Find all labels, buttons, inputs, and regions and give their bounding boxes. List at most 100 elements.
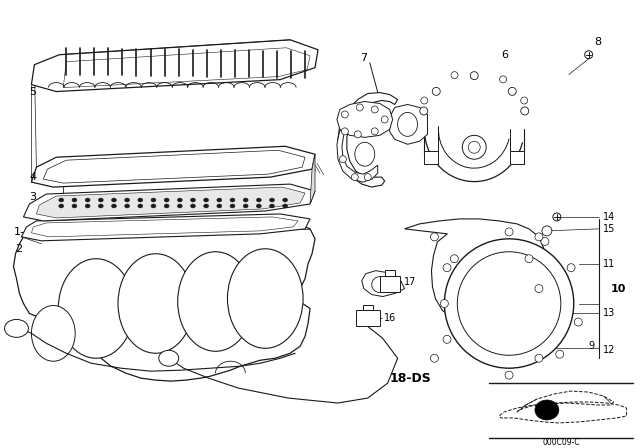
Text: 9: 9 xyxy=(589,341,595,351)
Ellipse shape xyxy=(541,237,549,246)
Ellipse shape xyxy=(521,107,529,115)
Ellipse shape xyxy=(500,76,507,83)
Ellipse shape xyxy=(431,354,438,362)
Text: 16: 16 xyxy=(384,314,396,323)
Polygon shape xyxy=(337,129,378,182)
Polygon shape xyxy=(385,270,395,276)
Ellipse shape xyxy=(508,87,516,95)
Text: 6: 6 xyxy=(501,50,508,60)
Ellipse shape xyxy=(72,204,77,208)
Polygon shape xyxy=(31,146,315,187)
Ellipse shape xyxy=(468,141,480,153)
Ellipse shape xyxy=(371,106,378,113)
Text: 10: 10 xyxy=(611,284,626,293)
Ellipse shape xyxy=(111,204,116,208)
Ellipse shape xyxy=(177,198,182,202)
Ellipse shape xyxy=(458,252,561,355)
Ellipse shape xyxy=(339,156,346,163)
Polygon shape xyxy=(363,305,372,310)
Text: 11: 11 xyxy=(603,258,615,269)
Polygon shape xyxy=(36,187,305,218)
Ellipse shape xyxy=(59,198,64,202)
Ellipse shape xyxy=(431,233,438,241)
Ellipse shape xyxy=(204,198,209,202)
Ellipse shape xyxy=(574,318,582,326)
Text: 5: 5 xyxy=(29,86,36,97)
Ellipse shape xyxy=(462,135,486,159)
Polygon shape xyxy=(356,310,380,327)
Ellipse shape xyxy=(230,204,235,208)
Ellipse shape xyxy=(164,198,169,202)
Polygon shape xyxy=(362,271,404,297)
Polygon shape xyxy=(337,102,393,138)
Ellipse shape xyxy=(177,204,182,208)
Ellipse shape xyxy=(138,204,143,208)
Ellipse shape xyxy=(269,204,275,208)
Ellipse shape xyxy=(542,226,552,236)
Polygon shape xyxy=(24,184,315,221)
Ellipse shape xyxy=(444,239,573,368)
Ellipse shape xyxy=(364,174,371,181)
Ellipse shape xyxy=(420,107,428,115)
Ellipse shape xyxy=(204,204,209,208)
Ellipse shape xyxy=(341,128,348,135)
Ellipse shape xyxy=(85,204,90,208)
Ellipse shape xyxy=(111,198,116,202)
Ellipse shape xyxy=(381,116,388,123)
Ellipse shape xyxy=(164,204,169,208)
Polygon shape xyxy=(22,214,310,241)
Ellipse shape xyxy=(283,204,287,208)
Ellipse shape xyxy=(341,111,348,118)
Ellipse shape xyxy=(125,204,130,208)
Text: 14: 14 xyxy=(603,212,615,222)
Ellipse shape xyxy=(230,198,235,202)
Ellipse shape xyxy=(85,198,90,202)
Ellipse shape xyxy=(505,371,513,379)
Ellipse shape xyxy=(470,72,478,80)
Text: 18-DS: 18-DS xyxy=(390,372,431,385)
Ellipse shape xyxy=(397,112,417,136)
Ellipse shape xyxy=(451,72,458,78)
Ellipse shape xyxy=(269,198,275,202)
Ellipse shape xyxy=(440,300,449,307)
Text: 4: 4 xyxy=(29,172,36,182)
Ellipse shape xyxy=(257,204,261,208)
Polygon shape xyxy=(13,223,315,381)
Text: 3: 3 xyxy=(29,192,36,202)
Ellipse shape xyxy=(159,350,179,366)
Ellipse shape xyxy=(540,310,548,318)
Ellipse shape xyxy=(585,51,593,59)
Ellipse shape xyxy=(125,198,130,202)
Ellipse shape xyxy=(59,204,64,208)
Ellipse shape xyxy=(355,142,375,166)
Ellipse shape xyxy=(118,254,194,353)
Ellipse shape xyxy=(178,252,253,351)
Ellipse shape xyxy=(443,336,451,343)
Ellipse shape xyxy=(356,104,364,111)
Ellipse shape xyxy=(535,400,559,420)
Polygon shape xyxy=(338,93,397,187)
Polygon shape xyxy=(31,40,318,91)
Ellipse shape xyxy=(553,213,561,221)
Ellipse shape xyxy=(243,198,248,202)
Ellipse shape xyxy=(31,306,76,361)
Ellipse shape xyxy=(372,277,388,293)
Ellipse shape xyxy=(151,204,156,208)
Ellipse shape xyxy=(525,255,533,263)
Text: 12: 12 xyxy=(603,345,615,355)
Ellipse shape xyxy=(243,204,248,208)
Ellipse shape xyxy=(505,228,513,236)
Ellipse shape xyxy=(432,87,440,95)
Ellipse shape xyxy=(283,198,287,202)
Text: 13: 13 xyxy=(603,309,615,319)
Polygon shape xyxy=(510,151,524,164)
Ellipse shape xyxy=(483,352,491,360)
Ellipse shape xyxy=(60,195,67,203)
Ellipse shape xyxy=(217,198,222,202)
Ellipse shape xyxy=(217,204,222,208)
Ellipse shape xyxy=(351,174,358,181)
Ellipse shape xyxy=(371,128,378,135)
Ellipse shape xyxy=(535,354,543,362)
Ellipse shape xyxy=(451,255,458,263)
Ellipse shape xyxy=(556,350,564,358)
